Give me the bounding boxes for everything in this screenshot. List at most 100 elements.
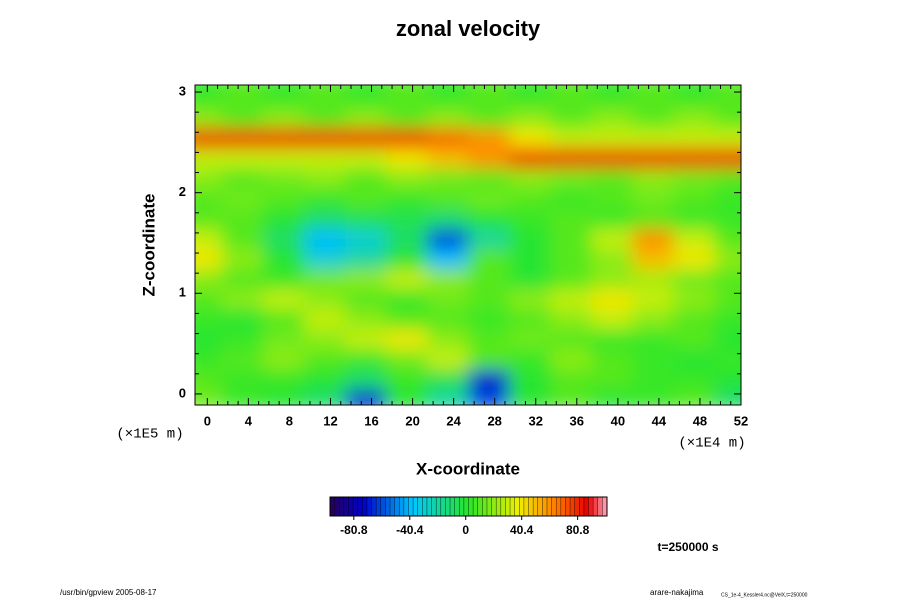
colorbar-frame <box>329 496 608 517</box>
colorbar-tick-label: -80.8 <box>340 523 368 537</box>
colorbar-swatch <box>422 497 428 516</box>
x-tick-label: 20 <box>405 413 419 428</box>
heatmap-cell <box>673 85 727 109</box>
colorbar-swatch <box>403 497 409 516</box>
colorbar-swatch <box>551 497 557 516</box>
x-tick-label: 28 <box>487 413 501 428</box>
y-tick-label: 1 <box>179 285 186 300</box>
footer-right: arare-nakajima <box>650 588 704 597</box>
x-tick-label: 16 <box>364 413 378 428</box>
y-axis-label: Z-coordinate <box>139 194 158 297</box>
heatmap-cell <box>221 85 275 109</box>
colorbar-swatch <box>394 497 400 516</box>
heatmap-cell <box>591 85 645 109</box>
colorbar-swatch <box>505 497 511 516</box>
colorbar-swatch <box>533 497 539 516</box>
colorbar-swatch <box>523 497 529 516</box>
heatmap-cell <box>509 85 563 109</box>
colorbar-swatch <box>417 497 423 516</box>
colorbar-swatch <box>353 497 358 516</box>
colorbar-tick-label: 40.4 <box>510 523 534 537</box>
colorbar-swatch <box>348 497 354 516</box>
colorbar-swatch <box>399 497 405 516</box>
heatmap-cell <box>550 85 604 109</box>
colorbar-swatch <box>330 497 335 516</box>
colorbar-swatch <box>583 497 589 516</box>
colorbar-swatch <box>431 497 437 516</box>
colorbar-tick-label: 80.8 <box>566 523 590 537</box>
colorbar-swatch <box>593 497 599 516</box>
x-tick-label: 8 <box>286 413 293 428</box>
y-tick-label: 3 <box>179 83 186 98</box>
colorbar-swatch <box>570 497 575 516</box>
heatmap-cell <box>632 85 686 109</box>
colorbar-swatch <box>491 497 497 516</box>
colorbar-swatch <box>380 497 386 516</box>
x-tick-label: 32 <box>529 413 543 428</box>
heatmap-cell <box>345 85 399 109</box>
colorbar-swatch <box>408 497 414 516</box>
colorbar-swatch <box>588 497 594 516</box>
x-tick-label: 44 <box>652 413 667 428</box>
heatmap-cell <box>714 85 741 109</box>
colorbar-swatch <box>376 497 382 516</box>
footer-right-small: CS_1e-4_Kessler4.nc@VelX,t=250000 <box>721 592 808 598</box>
colorbar-swatch <box>486 497 492 516</box>
colorbar-swatch <box>597 497 603 516</box>
colorbar-swatch <box>528 497 534 516</box>
plot-frame <box>194 84 742 406</box>
colorbar-swatch <box>546 497 552 516</box>
chart-title: zonal velocity <box>396 16 541 41</box>
y-tick-label: 2 <box>179 184 186 199</box>
colorbar-swatch <box>454 497 460 516</box>
colorbar-swatch <box>463 497 469 516</box>
x-tick-label: 24 <box>446 413 461 428</box>
colorbar-tick-label: -40.4 <box>396 523 424 537</box>
colorbar-swatch <box>366 497 372 516</box>
colorbar-swatch <box>496 497 502 516</box>
heatmap-cell <box>303 85 357 109</box>
colorbar-swatch <box>510 497 515 516</box>
y-scale-label: (×1E5 m) <box>116 427 183 443</box>
colorbar-swatch <box>343 497 349 516</box>
colorbar-swatch <box>390 497 395 516</box>
time-label: t=250000 s <box>657 540 718 554</box>
colorbar-swatch <box>426 497 432 516</box>
colorbar-tick-label: 0 <box>462 523 469 537</box>
colorbar-swatch <box>436 497 442 516</box>
heatmap <box>195 85 741 405</box>
colorbar-swatch <box>519 497 525 516</box>
colorbar-swatch <box>602 497 608 516</box>
colorbar-swatch <box>440 497 446 516</box>
x-tick-label: 40 <box>611 413 625 428</box>
x-tick-label: 4 <box>245 413 253 428</box>
colorbar-swatch <box>542 497 548 516</box>
colorbar-swatch <box>574 497 580 516</box>
colorbar-swatch <box>450 497 455 516</box>
colorbar-swatch <box>560 497 566 516</box>
colorbar-swatch <box>500 497 506 516</box>
colorbar-swatch <box>477 497 483 516</box>
colorbar-swatch <box>482 497 488 516</box>
y-tick-label: 0 <box>179 385 186 400</box>
x-tick-label: 48 <box>693 413 707 428</box>
colorbar-swatch <box>445 497 451 516</box>
colorbar-swatch <box>579 497 585 516</box>
footer-left: /usr/bin/gpview 2005-08-17 <box>60 588 157 597</box>
colorbar-swatch <box>556 497 562 516</box>
colorbar-swatch <box>537 497 543 516</box>
colorbar-swatch <box>339 497 345 516</box>
colorbar-swatch <box>459 497 465 516</box>
colorbar-swatch <box>357 497 363 516</box>
colorbar: -80.8 -40.4 0 40.4 80.8 <box>329 496 608 537</box>
colorbar-swatch <box>514 497 520 516</box>
x-axis-label: X-coordinate <box>416 459 520 478</box>
x-tick-label: 0 <box>204 413 211 428</box>
heatmap-cell <box>468 85 522 109</box>
heatmap-cell <box>386 85 440 109</box>
x-tick-label: 12 <box>323 413 337 428</box>
colorbar-swatch <box>468 497 474 516</box>
colorbar-swatch <box>565 497 571 516</box>
